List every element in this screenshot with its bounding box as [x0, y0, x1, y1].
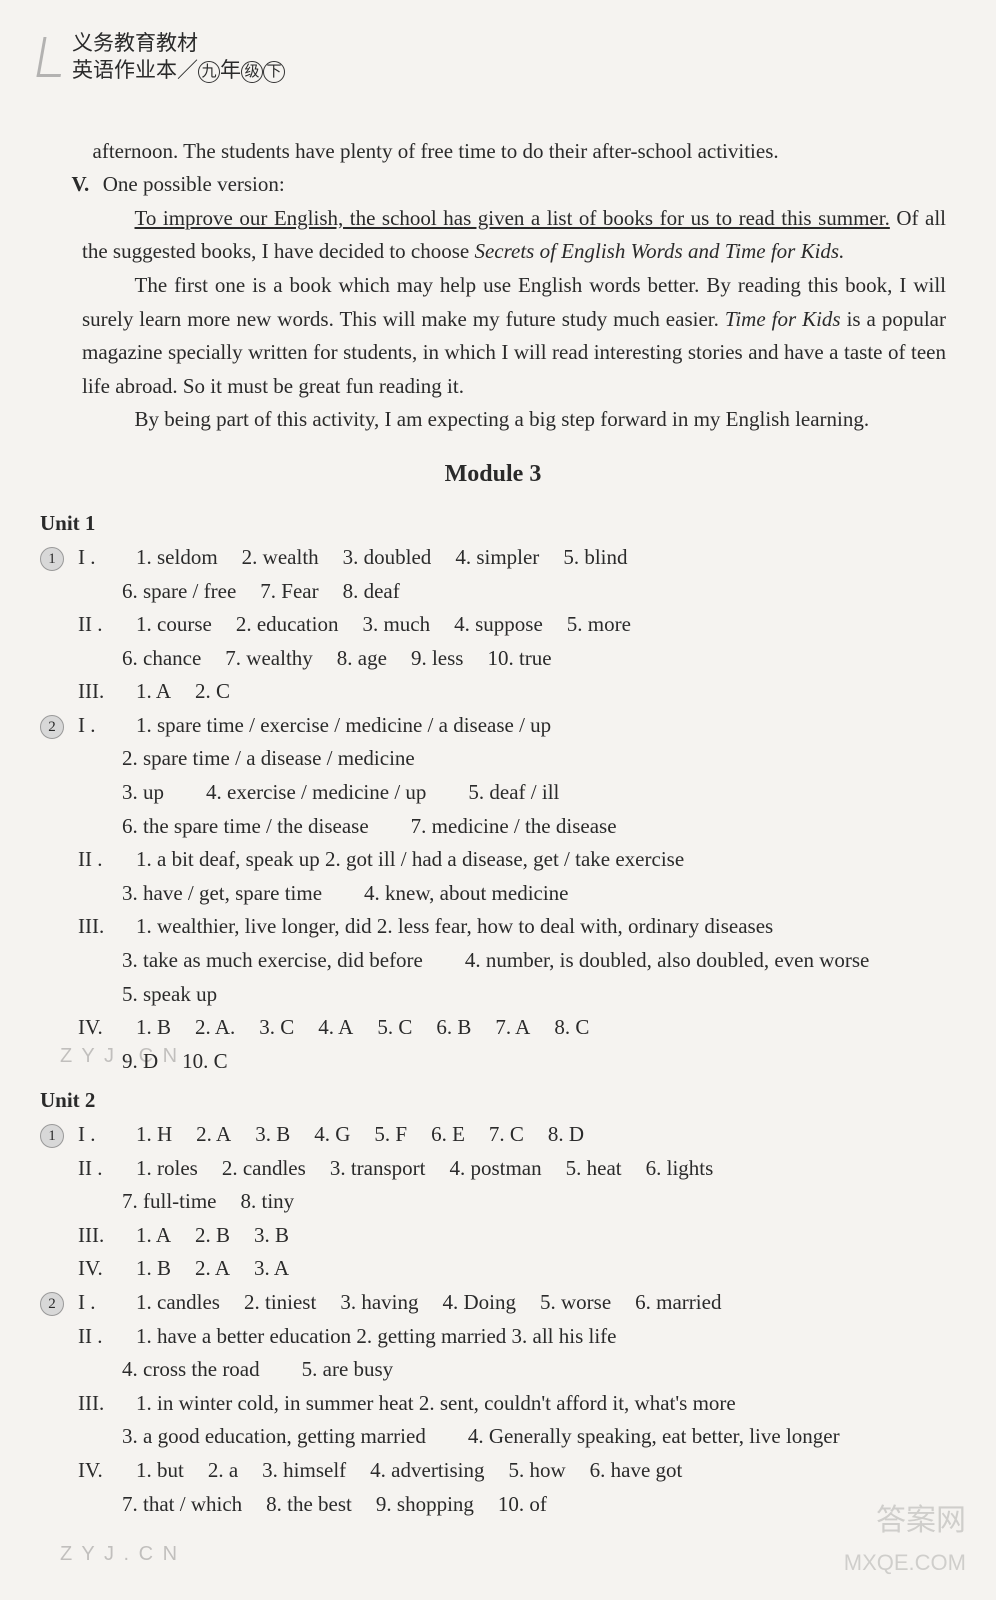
u2g2-II2: 4. cross the road 5. are busy — [78, 1353, 946, 1387]
u1g1-III: III.1. A2. C — [78, 675, 946, 709]
u2g2-III2: 3. a good education, getting married 4. … — [78, 1420, 946, 1454]
page-header: 义务教育教材 英语作业本／九年级下 — [40, 30, 946, 85]
u1g2-I4: 6. the spare time / the disease 7. medic… — [78, 810, 946, 844]
u1g2-III2: 3. take as much exercise, did before 4. … — [78, 944, 946, 978]
unit2-label: Unit 2 — [40, 1084, 946, 1118]
u2g1-II: II .1. roles2. candles3. transport4. pos… — [78, 1152, 946, 1186]
u1g2-IVb: 9. D10. C — [78, 1045, 946, 1079]
group-number: 1 — [40, 1124, 64, 1148]
header-line1: 义务教育教材 — [72, 30, 285, 57]
u1g2-III1: III.1. wealthier, live longer, did 2. le… — [78, 910, 946, 944]
p1: To improve our English, the school has g… — [40, 202, 946, 269]
u2g2-II1: II .1. have a better education 2. gettin… — [78, 1320, 946, 1354]
u2g2-IVb: 7. that / which8. the best9. shopping10.… — [78, 1488, 946, 1522]
u1g2-III3: 5. speak up — [78, 978, 946, 1012]
logo-mark — [36, 37, 67, 77]
u1g2-I2: 2. spare time / a disease / medicine — [78, 742, 946, 776]
u2g1-IV: IV.1. B2. A3. A — [78, 1252, 946, 1286]
u2g2-I: I .1. candles2. tiniest3. having4. Doing… — [78, 1286, 946, 1320]
p2: The first one is a book which may help u… — [40, 269, 946, 403]
u1g1-IIb: 6. chance7. wealthy8. age9. less10. true — [78, 642, 946, 676]
header-text: 义务教育教材 英语作业本／九年级下 — [72, 30, 285, 85]
p3: By being part of this activity, I am exp… — [40, 403, 946, 437]
group-number: 1 — [40, 547, 64, 571]
group-number: 2 — [40, 715, 64, 739]
u1g2-II2: 3. have / get, spare time 4. knew, about… — [78, 877, 946, 911]
u1g1-Ib: 6. spare / free7. Fear8. deaf — [78, 575, 946, 609]
unit1-group2: 2 I .1. spare time / exercise / medicine… — [40, 709, 946, 1079]
u2g2-IV: IV.1. but2. a3. himself4. advertising5. … — [78, 1454, 946, 1488]
unit1-group1: 1 I .1. seldom2. wealth3. doubled4. simp… — [40, 541, 946, 709]
u1g1-I: I .1. seldom2. wealth3. doubled4. simple… — [78, 541, 946, 575]
u2g1-IIb: 7. full-time8. tiny — [78, 1185, 946, 1219]
u1g2-IV: IV.1. B2. A.3. C4. A5. C6. B7. A8. C — [78, 1011, 946, 1045]
u2g2-III1: III.1. in winter cold, in summer heat 2.… — [78, 1387, 946, 1421]
p0: afternoon. The students have plenty of f… — [40, 135, 946, 169]
v-line: V. One possible version: — [40, 168, 946, 202]
unit2-group2: 2 I .1. candles2. tiniest3. having4. Doi… — [40, 1286, 946, 1521]
u1g1-II: II .1. course2. education3. much4. suppo… — [78, 608, 946, 642]
u2g1-III: III.1. A2. B3. B — [78, 1219, 946, 1253]
unit2-group1: 1 I .1. H2. A3. B4. G5. F6. E7. C8. D II… — [40, 1118, 946, 1286]
u2g1-I: I .1. H2. A3. B4. G5. F6. E7. C8. D — [78, 1118, 946, 1152]
module-title: Module 3 — [40, 455, 946, 493]
u1g2-I3: 3. up 4. exercise / medicine / up 5. dea… — [78, 776, 946, 810]
u1g2-II1: II .1. a bit deaf, speak up 2. got ill /… — [78, 843, 946, 877]
passage-block: afternoon. The students have plenty of f… — [40, 135, 946, 437]
watermark: Z Y J . C N — [60, 1538, 179, 1570]
u1g2-I1: I .1. spare time / exercise / medicine /… — [78, 709, 946, 743]
group-number: 2 — [40, 1292, 64, 1316]
header-line2: 英语作业本／九年级下 — [72, 57, 285, 84]
unit1-label: Unit 1 — [40, 507, 946, 541]
